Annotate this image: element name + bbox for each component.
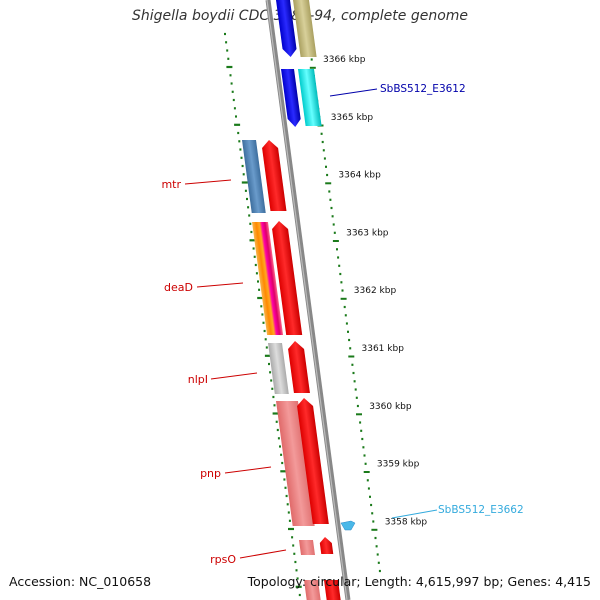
gene-label-rpso[interactable]: rpsO (210, 553, 236, 566)
feature-label-e3662[interactable]: SbBS512_E3662 (438, 504, 524, 516)
label-line-e3612 (329, 88, 378, 97)
scale-label: 3358 kbp (385, 517, 428, 527)
label-line-dead (196, 282, 244, 288)
gene-label-dead[interactable]: deaD (164, 281, 193, 294)
scale-label: 3365 kbp (331, 113, 374, 123)
cds-blue-e3612[interactable] (281, 69, 302, 127)
label-line-nlpi (210, 372, 258, 380)
cds-red-nlpi[interactable] (287, 341, 310, 393)
genome-summary-text: Topology: circular; Length: 4,615,997 bp… (247, 574, 591, 589)
cds-red-bottom[interactable] (324, 580, 341, 600)
cds-multicolor-dead[interactable] (252, 222, 284, 335)
scale-label: 3360 kbp (369, 402, 412, 412)
cds-steelblue-mtr[interactable] (242, 140, 266, 213)
scale-label: 3361 kbp (362, 344, 405, 354)
cds-blue-top[interactable] (276, 0, 298, 57)
scale-label: 3364 kbp (338, 171, 381, 181)
label-line-pnp (224, 466, 272, 474)
cds-tan-top[interactable] (293, 0, 317, 57)
cds-red-pnp[interactable] (296, 398, 329, 524)
cds-pink-rpso[interactable] (299, 540, 316, 555)
cds-cyan-e3612[interactable] (298, 69, 322, 126)
label-line-e3662 (391, 509, 438, 519)
cds-gray-nlpi[interactable] (268, 343, 289, 394)
cds-red-dead[interactable] (271, 221, 303, 335)
gene-label-nlpi[interactable]: nlpI (188, 373, 208, 386)
scale-label: 3363 kbp (346, 228, 389, 238)
gene-label-pnp[interactable]: pnp (200, 467, 221, 480)
cds-red-1[interactable] (261, 140, 287, 211)
label-line-rpso (239, 549, 287, 559)
accession-text: Accession: NC_010658 (9, 574, 152, 589)
label-line-mtr (184, 179, 232, 185)
scale-label: 3359 kbp (377, 460, 420, 470)
cds-cyan-small[interactable] (340, 520, 356, 531)
scale-label: 3366 kbp (323, 55, 366, 65)
cds-pink-pnp[interactable] (276, 401, 315, 526)
scale-labels: 3366 kbp 3365 kbp 3364 kbp 3363 kbp 3362 kbp… (323, 55, 427, 527)
scale-label: 3362 kbp (354, 286, 397, 296)
cds-red-rpso[interactable] (319, 537, 334, 554)
genome-backbone-highlight (266, 0, 348, 600)
gene-label-mtr[interactable]: mtr (161, 178, 181, 191)
genome-backbone (265, 0, 351, 600)
feature-label-e3612[interactable]: SbBS512_E3612 (380, 83, 466, 95)
cds-pink-bottom[interactable] (304, 580, 321, 600)
